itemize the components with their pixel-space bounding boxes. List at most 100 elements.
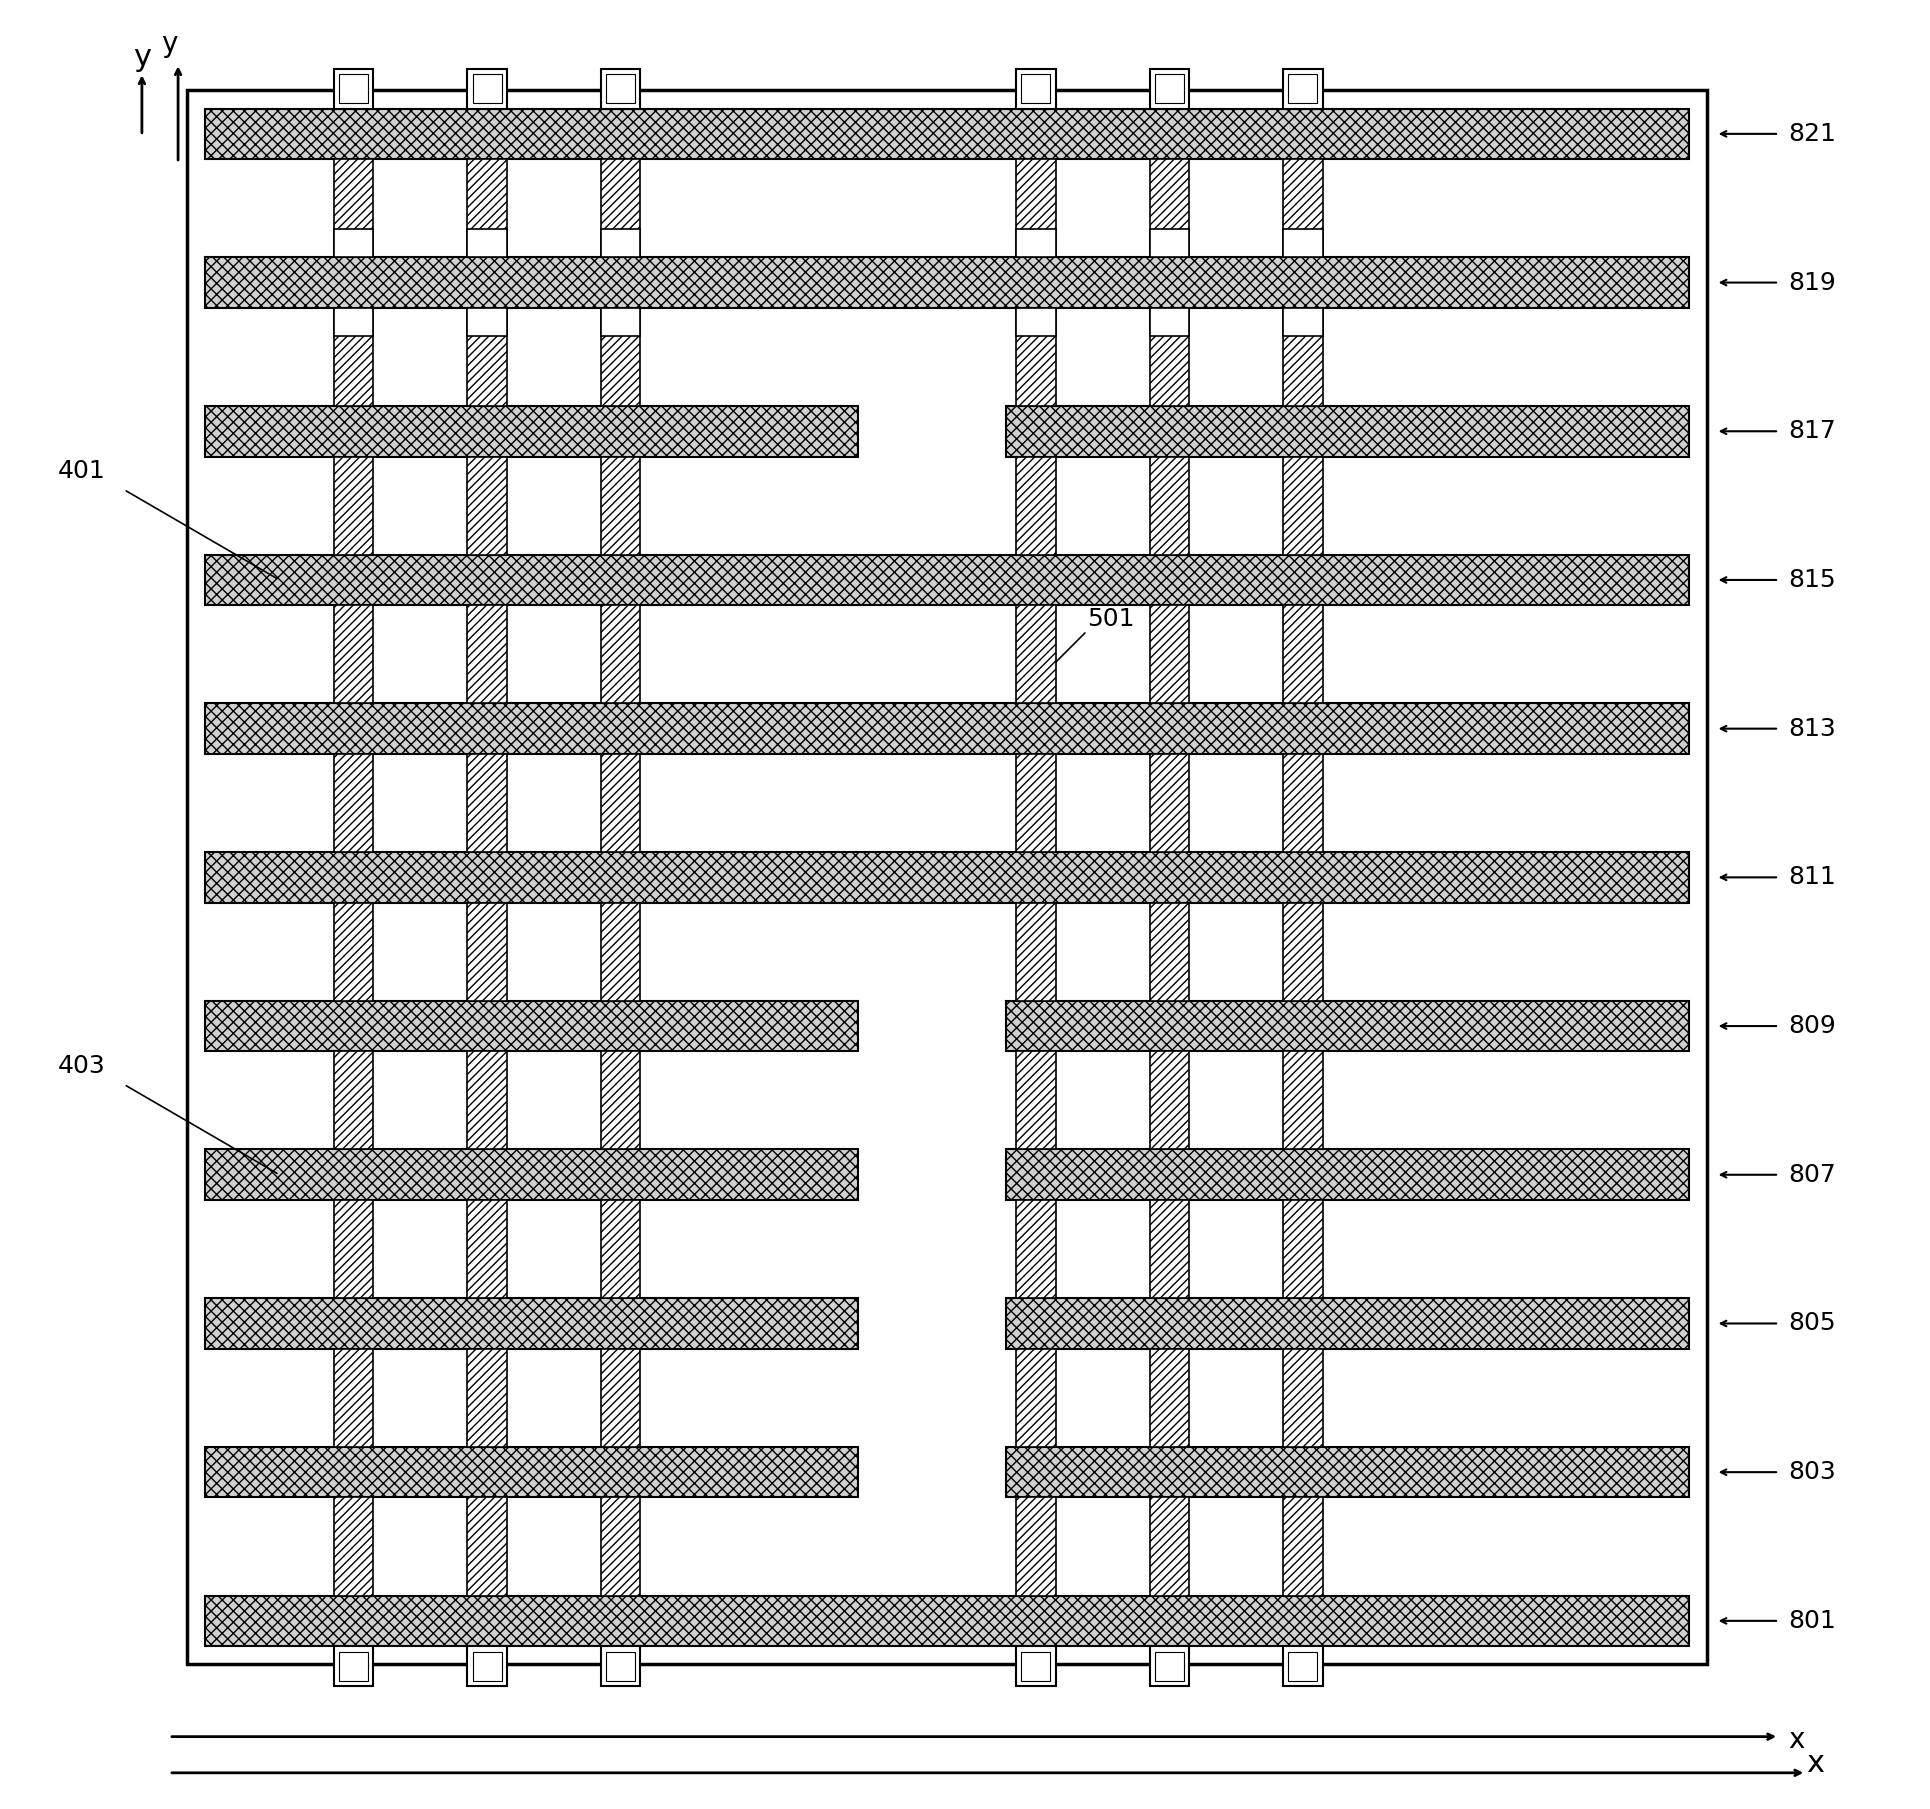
Bar (1006, 1000, 1689, 1051)
Bar (473, 74, 502, 103)
Bar (1150, 69, 1189, 109)
Bar (334, 308, 374, 336)
Bar (205, 109, 1689, 159)
Bar (1015, 1646, 1056, 1686)
Bar (600, 308, 641, 405)
Bar (1021, 74, 1050, 103)
Bar (1150, 754, 1189, 852)
Bar (334, 754, 374, 852)
Bar (467, 456, 508, 555)
Bar (205, 555, 1689, 606)
Bar (1289, 1652, 1318, 1681)
Text: 811: 811 (1787, 865, 1835, 890)
Bar (1283, 754, 1322, 852)
Bar (334, 606, 374, 704)
Text: 821: 821 (1787, 121, 1835, 147)
Bar (1150, 1051, 1189, 1149)
Bar (1015, 456, 1056, 555)
Bar (1154, 1652, 1183, 1681)
Text: 809: 809 (1787, 1015, 1835, 1038)
Bar (1283, 1498, 1322, 1596)
Bar (600, 754, 641, 852)
Bar (1283, 308, 1322, 405)
Bar (334, 230, 374, 257)
Bar (1015, 159, 1056, 257)
Bar (1015, 308, 1056, 336)
Bar (467, 308, 508, 405)
Bar (205, 405, 859, 456)
Text: y: y (133, 43, 151, 72)
Text: 817: 817 (1787, 420, 1835, 443)
Text: x: x (1787, 1726, 1805, 1755)
Bar (1150, 606, 1189, 704)
Bar (1150, 159, 1189, 257)
Bar (1154, 74, 1183, 103)
Text: 801: 801 (1787, 1608, 1835, 1634)
Bar (205, 1447, 859, 1498)
Bar (600, 1646, 641, 1686)
Bar (205, 1149, 859, 1199)
Bar (600, 1350, 641, 1447)
Text: 401: 401 (58, 459, 106, 483)
Bar (1006, 1149, 1689, 1199)
Bar (1150, 308, 1189, 336)
Bar (1006, 405, 1689, 456)
Bar (340, 74, 369, 103)
Bar (1015, 606, 1056, 704)
Bar (1150, 456, 1189, 555)
Text: y: y (160, 31, 178, 58)
Bar (1021, 1652, 1050, 1681)
Bar (1283, 308, 1322, 336)
Bar (467, 1350, 508, 1447)
Bar (205, 257, 1689, 308)
Bar (1150, 1498, 1189, 1596)
Bar (600, 159, 641, 257)
Bar (1006, 1447, 1689, 1498)
Bar (467, 159, 508, 257)
Text: 819: 819 (1787, 271, 1835, 295)
Text: 501: 501 (1087, 608, 1135, 631)
Bar (1283, 1199, 1322, 1299)
Bar (205, 704, 1689, 754)
Bar (600, 1199, 641, 1299)
Bar (473, 1652, 502, 1681)
Bar (600, 230, 641, 257)
Bar (205, 1000, 859, 1051)
Bar (467, 1051, 508, 1149)
Bar (205, 1596, 1689, 1646)
Text: 805: 805 (1787, 1312, 1835, 1335)
Bar (1015, 1350, 1056, 1447)
Bar (1283, 1350, 1322, 1447)
Bar (600, 606, 641, 704)
Bar (600, 456, 641, 555)
Bar (467, 69, 508, 109)
Bar (340, 1652, 369, 1681)
Bar (467, 308, 508, 336)
Bar (1015, 903, 1056, 1000)
Bar (334, 1051, 374, 1149)
Bar (334, 159, 374, 257)
Bar (1150, 308, 1189, 405)
Bar (600, 308, 641, 336)
Bar (1283, 606, 1322, 704)
Bar (467, 1498, 508, 1596)
Bar (1015, 1498, 1056, 1596)
Bar (1015, 308, 1056, 405)
Bar (1015, 1199, 1056, 1299)
Bar (1283, 1646, 1322, 1686)
Text: 803: 803 (1787, 1460, 1835, 1483)
Text: x: x (1806, 1749, 1824, 1778)
Bar (334, 1498, 374, 1596)
Text: 403: 403 (58, 1055, 106, 1078)
Bar (600, 1498, 641, 1596)
Bar (1015, 230, 1056, 257)
Bar (467, 1646, 508, 1686)
Text: 813: 813 (1787, 716, 1835, 740)
Bar (467, 1199, 508, 1299)
Bar (334, 1199, 374, 1299)
Bar (334, 903, 374, 1000)
Bar (1150, 1350, 1189, 1447)
Bar (1150, 1646, 1189, 1686)
Bar (1150, 230, 1189, 257)
Bar (1283, 230, 1322, 257)
